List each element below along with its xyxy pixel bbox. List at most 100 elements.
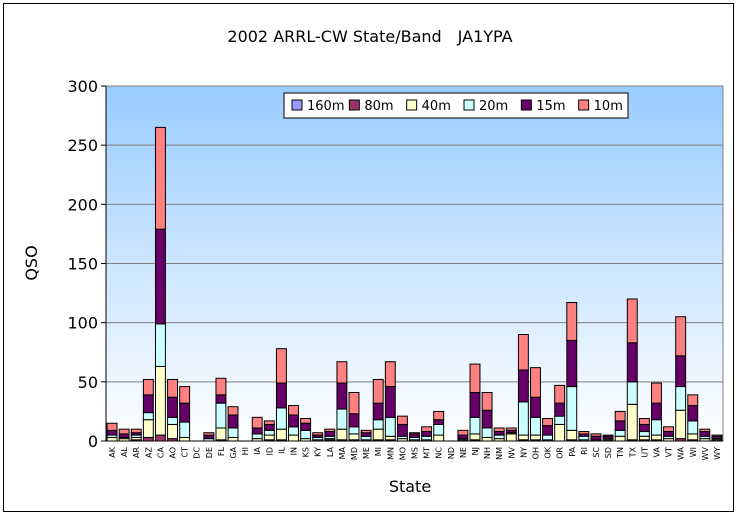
x-tick-label: CA (156, 446, 165, 458)
bar-segment-ok-20m (542, 434, 554, 441)
y-axis-ticks: 0 50 100 150 200 250 300 (67, 77, 107, 451)
bar-segment-or-15m (554, 402, 566, 417)
bar-segment-nj-40m (469, 433, 481, 441)
x-tick-label: MD (350, 447, 359, 460)
bar-segment-ct-10m (179, 386, 191, 404)
bar-segment-pa-40m (566, 429, 578, 441)
bar-segment-ok-15m (542, 425, 554, 436)
bar-segment-de-10m (203, 432, 215, 436)
x-tick-label: AK (108, 446, 117, 457)
bar-segment-ca-10m (154, 126, 166, 230)
bar-segment-mt-20m (421, 435, 433, 441)
bar-segment-md-20m (348, 426, 360, 435)
x-tick-label: AR (132, 447, 141, 458)
bar-segment-nh-10m (481, 391, 493, 411)
chart-title: 2002 ARRL-CW State/Band JA1YPA (227, 27, 512, 46)
x-tick-label: MN (386, 447, 395, 460)
bar-segment-sc-15m (590, 435, 602, 441)
bar-segment-ky-10m (312, 432, 324, 436)
bar-segment-or-10m (554, 384, 566, 404)
bar-segment-ak-15m (106, 429, 118, 436)
bar-segment-ms-10m (409, 432, 420, 435)
bar-segment-oh-15m (530, 396, 541, 418)
bar-segment-vt-10m (663, 426, 675, 433)
legend-swatch-15m (520, 99, 532, 111)
x-tick-label: ND (447, 447, 456, 459)
bar-segment-mn-40m (384, 435, 396, 441)
legend: 160m 80m 40m 20m 15m 10m (283, 92, 629, 119)
bar-segment-wa-20m (675, 386, 687, 411)
x-tick-label: KY (314, 447, 323, 457)
legend-swatch-160m (291, 99, 303, 111)
bar-segment-mn-10m (384, 361, 396, 388)
bar-segment-nv-40m (505, 433, 517, 442)
bar-segment-al-10m (118, 428, 130, 435)
bar-segment-de-15m (203, 434, 215, 440)
bar-segment-ri-20m (578, 435, 590, 441)
bar-segment-va-20m (651, 419, 662, 436)
legend-label-160m: 160m (307, 99, 344, 114)
x-tick-label: WI (689, 447, 698, 457)
bar-segment-fl-10m (215, 377, 227, 396)
bar-segment-ks-10m (300, 418, 312, 424)
bar-segment-ct-40m (179, 436, 191, 442)
x-tick-label: NM (495, 447, 504, 460)
x-tick-label: ME (362, 447, 371, 459)
bar-segment-wa-40m (675, 409, 687, 440)
chart-frame: 2002 ARRL-CW State/Band JA1YPA 0 50 100 150… (3, 3, 734, 512)
bar-segment-nj-20m (469, 416, 481, 435)
bar-segment-mo-10m (396, 415, 408, 425)
x-tick-label: OH (531, 447, 540, 459)
bar-segment-ut-10m (638, 418, 650, 425)
bar-segment-nj-15m (469, 391, 481, 418)
bar-segment-tn-10m (614, 410, 626, 422)
x-tick-label: DC (193, 447, 202, 459)
x-tick-label: NH (483, 447, 492, 459)
x-tick-label: WA (677, 446, 686, 459)
bar-segment-ut-20m (638, 431, 650, 437)
y-tick-label: 250 (67, 136, 98, 155)
bar-segment-id-20m (263, 429, 275, 436)
bar-segment-ca-80m (154, 434, 166, 442)
bar-segment-pa-20m (566, 386, 578, 431)
bar-segment-ga-10m (227, 406, 239, 416)
bar-segment-ak-40m (106, 436, 118, 442)
bar-segment-wi-40m (687, 433, 699, 441)
bar-segment-nh-20m (481, 427, 493, 438)
x-tick-label: UT (640, 447, 649, 458)
bar-segment-wi-10m (687, 394, 699, 407)
bar-segment-ok-10m (542, 418, 554, 427)
bar-segment-fl-15m (215, 394, 227, 404)
bar-segment-in-20m (288, 426, 299, 436)
bar-segment-al-15m (118, 433, 130, 438)
bar-segment-il-20m (275, 407, 287, 430)
bar-segment-ma-40m (336, 428, 348, 441)
x-tick-label: MA (338, 446, 347, 459)
x-tick-label: NY (519, 447, 528, 458)
bar-segment-nv-10m (505, 427, 517, 431)
bar-segment-ma-20m (336, 408, 348, 430)
bar-segment-mt-10m (421, 426, 433, 433)
bar-segment-nj-10m (469, 363, 481, 393)
bar-segment-wy-10m (711, 434, 723, 437)
bar-segment-md-15m (348, 413, 360, 428)
bar-segment-ia-20m (251, 433, 263, 440)
bar-segment-ca-20m (154, 323, 166, 367)
bar-segment-or-20m (554, 415, 566, 425)
x-tick-label: NE (459, 447, 468, 458)
bar-segment-ma-10m (336, 361, 348, 384)
x-tick-label: AO (169, 447, 178, 459)
bar-segment-tx-40m (626, 403, 638, 441)
x-tick-label: TN (616, 447, 625, 459)
bar-segment-oh-10m (530, 367, 541, 398)
bar-segment-nm-10m (493, 427, 505, 433)
bar-segment-ks-20m (300, 429, 312, 440)
bar-segment-ny-15m (517, 369, 529, 403)
legend-swatch-80m (348, 99, 360, 111)
x-tick-label: NV (507, 446, 516, 458)
y-axis-label: QSO (22, 245, 41, 280)
bar-segment-nc-10m (433, 410, 445, 421)
bar-segment-ms-15m (409, 433, 420, 438)
bar-segment-va-15m (651, 402, 662, 421)
bar-segment-in-15m (288, 414, 299, 428)
